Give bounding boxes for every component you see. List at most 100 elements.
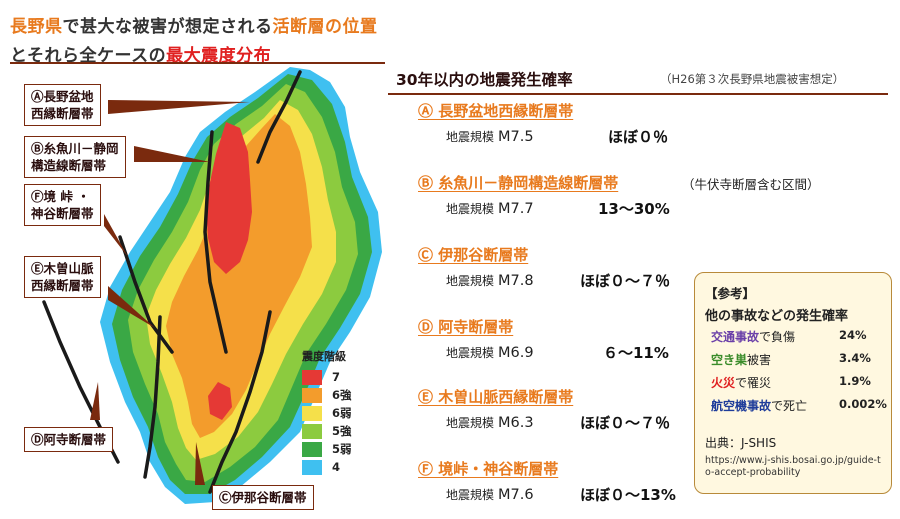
- map-label-b-line1: Ⓑ糸魚川－静岡: [31, 141, 119, 156]
- title-divider: [10, 62, 385, 64]
- map-label-c-line1: Ⓒ伊那谷断層帯: [219, 490, 307, 505]
- reference-item: 空き巣被害: [711, 351, 771, 368]
- legend-title: 震度階級: [302, 350, 346, 363]
- fault-line-a: [256, 70, 302, 164]
- probability-value: ほぼ０～７％: [580, 272, 671, 290]
- fault-name: Ⓕ 境峠・神谷断層帯: [418, 460, 559, 478]
- reference-row: 空き巣被害 3.4%: [705, 348, 881, 370]
- probability-value: ６～11%: [603, 344, 669, 362]
- map-label-c: Ⓒ伊那谷断層帯: [212, 485, 314, 510]
- title-fault: 活断層の位置: [272, 17, 378, 37]
- map-label-f: Ⓕ境 峠 ・ 神谷断層帯: [24, 184, 101, 226]
- title-prefecture: 長野県: [10, 17, 63, 37]
- reference-box: 【参考】 他の事故などの発生確率 交通事故で負傷 24% 空き巣被害 3.4% 火災で罹…: [694, 272, 892, 494]
- magnitude-label: 地震規模: [446, 274, 495, 288]
- reference-source: 出典：J-SHIS: [705, 436, 777, 450]
- map-label-f-line2: 神谷断層帯: [31, 206, 94, 221]
- pointer-e: [108, 286, 155, 328]
- reference-url: https://www.j-shis.bosai.go.jp/guide-to-…: [705, 455, 881, 478]
- probability-value: ほぼ０～７％: [580, 414, 671, 432]
- legend-item: 7: [302, 368, 352, 386]
- title-l2b: 最大震度分布: [166, 46, 272, 66]
- reference-row: 航空機事故で死亡 0.002%: [705, 394, 887, 416]
- map-label-e: Ⓔ木曽山脈 西縁断層帯: [24, 256, 101, 298]
- map-label-a-line2: 西縁断層帯: [31, 106, 94, 121]
- intensity-legend: 震度階級 7 6強 6弱 5強 5弱 4: [302, 348, 352, 476]
- fault-line-b: [203, 130, 228, 354]
- legend-rows: 7 6強 6弱 5強 5弱 4: [302, 368, 352, 476]
- magnitude-label: 地震規模: [446, 202, 495, 216]
- reference-rows: 交通事故で負傷 24% 空き巣被害 3.4% 火災で罹災 1.9% 航空機事故で死亡 0.00…: [705, 325, 887, 416]
- legend-item: 5弱: [302, 440, 352, 458]
- reference-subtitle: 他の事故などの発生確率: [705, 309, 849, 324]
- fault-line-f: [118, 235, 174, 354]
- probability-value: ほぼ０％: [608, 128, 669, 146]
- magnitude-label: 地震規模: [446, 488, 495, 502]
- fault-entry: Ⓑ 糸魚川－静岡構造線断層帯 （牛伏寺断層含む区間） 地震規模 M7.7 13～30%: [418, 172, 820, 218]
- title-mid: で甚大な被害が想定される: [62, 17, 273, 37]
- legend-label: 5弱: [332, 442, 352, 456]
- label-pointers: [90, 100, 250, 485]
- legend-swatch: [302, 387, 322, 403]
- magnitude-row: 地震規模 M6.9: [446, 342, 534, 361]
- reference-item-key: 火災: [711, 376, 736, 390]
- legend-label: 6弱: [332, 406, 352, 420]
- fault-entry: Ⓒ 伊那谷断層帯地震規模 M7.8 ほぼ０～７％: [418, 244, 670, 290]
- map-label-b: Ⓑ糸魚川－静岡 構造線断層帯: [24, 136, 126, 178]
- magnitude-value: M7.6: [498, 487, 534, 503]
- legend-swatch: [302, 459, 322, 475]
- magnitude-value: M7.7: [498, 201, 534, 217]
- legend-item: 5強: [302, 422, 352, 440]
- map-label-b-line2: 構造線断層帯: [31, 158, 107, 173]
- probability-value: ほぼ０～13%: [580, 486, 676, 504]
- reference-item-suffix: で死亡: [771, 399, 808, 413]
- legend-label: 5強: [332, 424, 352, 438]
- magnitude-value: M6.3: [498, 415, 534, 431]
- legend-label: 4: [332, 460, 341, 474]
- fault-entry: Ⓕ 境峠・神谷断層帯 地震規模 M7.6 ほぼ０～13%: [418, 458, 676, 504]
- pointer-c: [195, 442, 205, 485]
- fault-entry: Ⓓ 阿寺断層帯 地震規模 M6.9 ６～11%: [418, 316, 669, 362]
- fault-extra-note: （牛伏寺断層含む区間）: [682, 177, 820, 192]
- probability-header: 30年以内の地震発生確率: [396, 71, 573, 89]
- zone-6-strong: [166, 114, 312, 438]
- pointer-f: [104, 214, 128, 257]
- magnitude-label: 地震規模: [446, 346, 495, 360]
- pointer-b: [134, 146, 210, 162]
- probability-value: 13～30%: [598, 200, 670, 218]
- legend-item: 6弱: [302, 404, 352, 422]
- reference-item: 火災で罹災: [711, 374, 771, 391]
- pointer-a: [108, 100, 250, 114]
- reference-item-key: 空き巣: [711, 353, 748, 367]
- fault-entry: Ⓐ 長野盆地西縁断層帯地震規模 M7.5 ほぼ０％: [418, 100, 668, 146]
- zone-7: [206, 122, 252, 274]
- reference-item-key: 交通事故: [711, 330, 760, 344]
- reference-item-suffix: で負傷: [759, 330, 796, 344]
- magnitude-label: 地震規模: [446, 416, 495, 430]
- map-label-a-line1: Ⓐ長野盆地: [31, 89, 94, 104]
- map-label-e-line1: Ⓔ木曽山脈: [31, 261, 94, 276]
- fault-name: Ⓒ 伊那谷断層帯: [418, 246, 529, 264]
- map-label-f-line1: Ⓕ境 峠 ・: [31, 189, 90, 204]
- magnitude-row: 地震規模 M6.3: [446, 412, 534, 431]
- magnitude-row: 地震規模 M7.6: [446, 484, 534, 503]
- pointer-d: [90, 382, 100, 420]
- fault-line-e: [143, 315, 162, 479]
- magnitude-row: 地震規模 M7.8: [446, 270, 534, 289]
- magnitude-row: 地震規模 M7.5: [446, 126, 534, 145]
- map-label-e-line2: 西縁断層帯: [31, 278, 94, 293]
- reference-item-suffix: 被害: [747, 353, 772, 367]
- legend-label: 7: [332, 370, 341, 384]
- reference-item: 交通事故で負傷: [711, 328, 795, 345]
- fault-name: Ⓐ 長野盆地西縁断層帯: [418, 102, 574, 120]
- zone-7-south: [208, 382, 232, 420]
- magnitude-value: M7.5: [498, 129, 534, 145]
- page-title-line2: とそれら全ケースの最大震度分布: [10, 41, 271, 66]
- magnitude-value: M7.8: [498, 273, 534, 289]
- magnitude-row: 地震規模 M7.7: [446, 198, 534, 217]
- magnitude-value: M6.9: [498, 345, 534, 361]
- page-title-line1: 長野県で甚大な被害が想定される活断層の位置: [10, 12, 378, 37]
- fault-name: Ⓑ 糸魚川－静岡構造線断層帯: [418, 174, 619, 192]
- title-l2a: とそれら全ケースの: [10, 46, 167, 66]
- probability-divider: [388, 93, 888, 95]
